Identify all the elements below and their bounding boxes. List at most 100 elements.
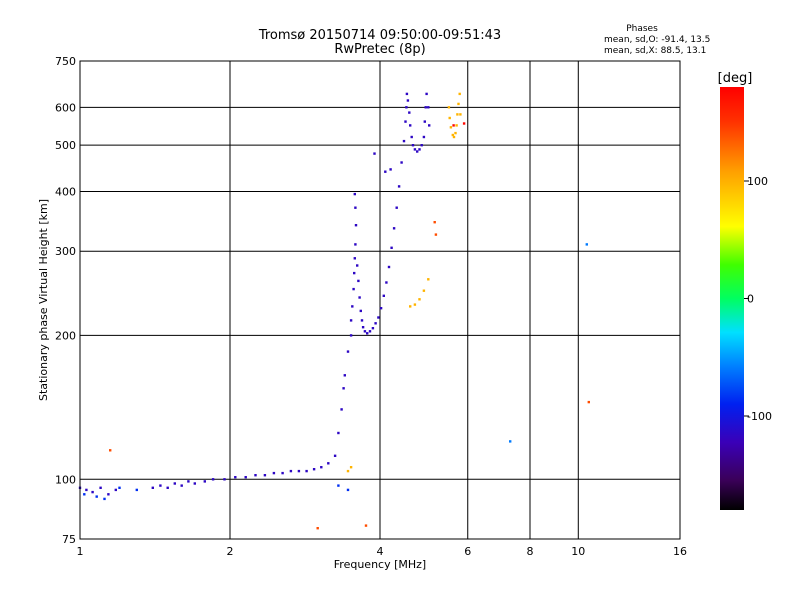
data-point	[356, 264, 359, 267]
colorbar-label: [deg]	[718, 71, 753, 86]
data-point	[423, 120, 426, 123]
data-point	[389, 168, 392, 171]
data-point	[180, 484, 183, 487]
y-tick-label: 300	[55, 245, 76, 258]
phase-stats-heading: Phases	[626, 24, 658, 34]
data-point	[422, 289, 426, 292]
data-point	[203, 480, 206, 483]
data-point	[363, 330, 367, 333]
data-point	[358, 296, 361, 299]
data-point	[223, 478, 226, 481]
data-point	[454, 131, 457, 135]
data-point	[411, 144, 415, 147]
data-point	[424, 106, 427, 109]
data-point	[452, 135, 456, 139]
data-point	[458, 92, 461, 96]
y-tick-label: 200	[55, 329, 76, 342]
data-point	[587, 400, 590, 404]
data-point	[187, 480, 190, 483]
data-point	[459, 113, 462, 116]
data-point	[509, 440, 512, 443]
data-point	[418, 298, 421, 301]
x-axis-label: Frequency [MHz]	[334, 558, 426, 571]
chart-subtitle: RwPretec (8p)	[334, 42, 425, 57]
data-point	[397, 185, 401, 188]
data-point	[406, 99, 410, 102]
data-point	[353, 257, 356, 260]
data-point	[402, 139, 406, 143]
data-point	[457, 102, 460, 106]
data-point	[354, 224, 358, 227]
colorbar-tick-label: -100	[747, 410, 772, 423]
x-tick-label: 10	[571, 545, 585, 558]
data-point	[449, 126, 453, 129]
data-point	[427, 106, 430, 109]
data-point	[416, 150, 419, 153]
data-point	[455, 124, 458, 127]
data-point	[377, 316, 380, 319]
data-point	[349, 319, 353, 322]
data-point	[114, 488, 117, 492]
data-point	[368, 330, 372, 333]
data-point	[404, 120, 407, 123]
data-point	[390, 246, 393, 249]
data-point	[360, 319, 364, 322]
data-point	[451, 133, 454, 137]
data-point	[462, 122, 466, 125]
data-point	[297, 469, 301, 473]
grid-lines	[80, 61, 680, 539]
data-point	[107, 493, 110, 496]
data-point	[379, 307, 383, 310]
data-point	[413, 303, 417, 306]
data-point	[320, 466, 323, 469]
data-point	[342, 387, 345, 390]
data-point	[85, 488, 88, 492]
data-point	[409, 305, 412, 308]
data-point	[382, 294, 385, 297]
data-point	[434, 233, 438, 236]
data-point	[337, 484, 340, 487]
colorbar-tick-label: 100	[747, 175, 768, 188]
data-point	[305, 469, 308, 473]
data-point	[337, 431, 340, 435]
data-point	[364, 524, 368, 527]
data-point	[366, 332, 369, 335]
data-point	[410, 135, 413, 139]
y-tick-label: 400	[55, 185, 76, 198]
data-point	[173, 482, 176, 485]
data-point	[289, 469, 293, 473]
y-tick-label: 600	[55, 101, 76, 114]
data-point	[413, 148, 417, 151]
data-point	[244, 476, 247, 479]
data-point	[272, 471, 276, 475]
data-point	[263, 474, 267, 477]
data-point	[427, 278, 430, 281]
y-tick-label: 75	[62, 533, 76, 546]
data-point	[340, 408, 343, 411]
data-point	[103, 497, 106, 501]
data-point	[425, 92, 428, 96]
x-tick-label: 2	[227, 545, 234, 558]
axis-ticks: 1 2 4 6 8 10 16 75 100 200 300 400 500 600 750	[55, 55, 687, 558]
phase-stats-o: mean, sd,O: -91.4, 13.5	[604, 35, 710, 45]
data-point	[447, 106, 451, 109]
data-point	[151, 486, 154, 489]
data-point	[95, 495, 98, 498]
data-point	[346, 350, 350, 353]
data-point	[357, 279, 360, 283]
data-point	[384, 170, 387, 173]
x-tick-label: 6	[464, 545, 471, 558]
data-point	[371, 327, 375, 330]
data-point	[327, 462, 330, 465]
data-point	[456, 113, 459, 116]
x-tick-label: 8	[527, 545, 534, 558]
data-point	[83, 493, 86, 496]
data-point	[135, 488, 138, 492]
data-point	[422, 135, 426, 139]
data-point	[109, 449, 112, 452]
data-point	[343, 374, 346, 377]
data-points	[78, 92, 590, 530]
data-point	[312, 468, 316, 471]
x-tick-label: 16	[673, 545, 687, 558]
data-point	[316, 527, 319, 530]
